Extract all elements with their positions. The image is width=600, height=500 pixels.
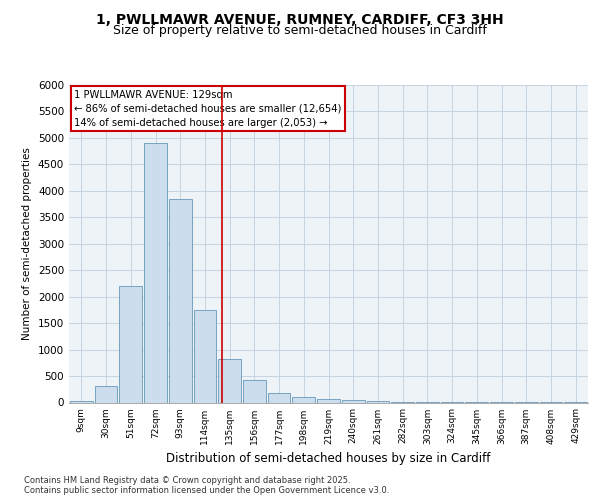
Bar xyxy=(243,380,266,402)
X-axis label: Distribution of semi-detached houses by size in Cardiff: Distribution of semi-detached houses by … xyxy=(166,452,491,465)
Bar xyxy=(169,199,191,402)
Y-axis label: Number of semi-detached properties: Number of semi-detached properties xyxy=(22,148,32,340)
Text: Size of property relative to semi-detached houses in Cardiff: Size of property relative to semi-detach… xyxy=(113,24,487,37)
Bar xyxy=(268,393,290,402)
Bar xyxy=(144,143,167,403)
Bar xyxy=(119,286,142,403)
Bar xyxy=(342,400,365,402)
Bar xyxy=(292,397,315,402)
Bar xyxy=(317,400,340,402)
Text: 1 PWLLMAWR AVENUE: 129sqm
← 86% of semi-detached houses are smaller (12,654)
14%: 1 PWLLMAWR AVENUE: 129sqm ← 86% of semi-… xyxy=(74,90,341,128)
Bar xyxy=(95,386,118,402)
Bar xyxy=(194,310,216,402)
Bar xyxy=(218,359,241,403)
Text: Contains HM Land Registry data © Crown copyright and database right 2025.
Contai: Contains HM Land Registry data © Crown c… xyxy=(24,476,389,495)
Text: 1, PWLLMAWR AVENUE, RUMNEY, CARDIFF, CF3 3HH: 1, PWLLMAWR AVENUE, RUMNEY, CARDIFF, CF3… xyxy=(96,12,504,26)
Bar xyxy=(367,401,389,402)
